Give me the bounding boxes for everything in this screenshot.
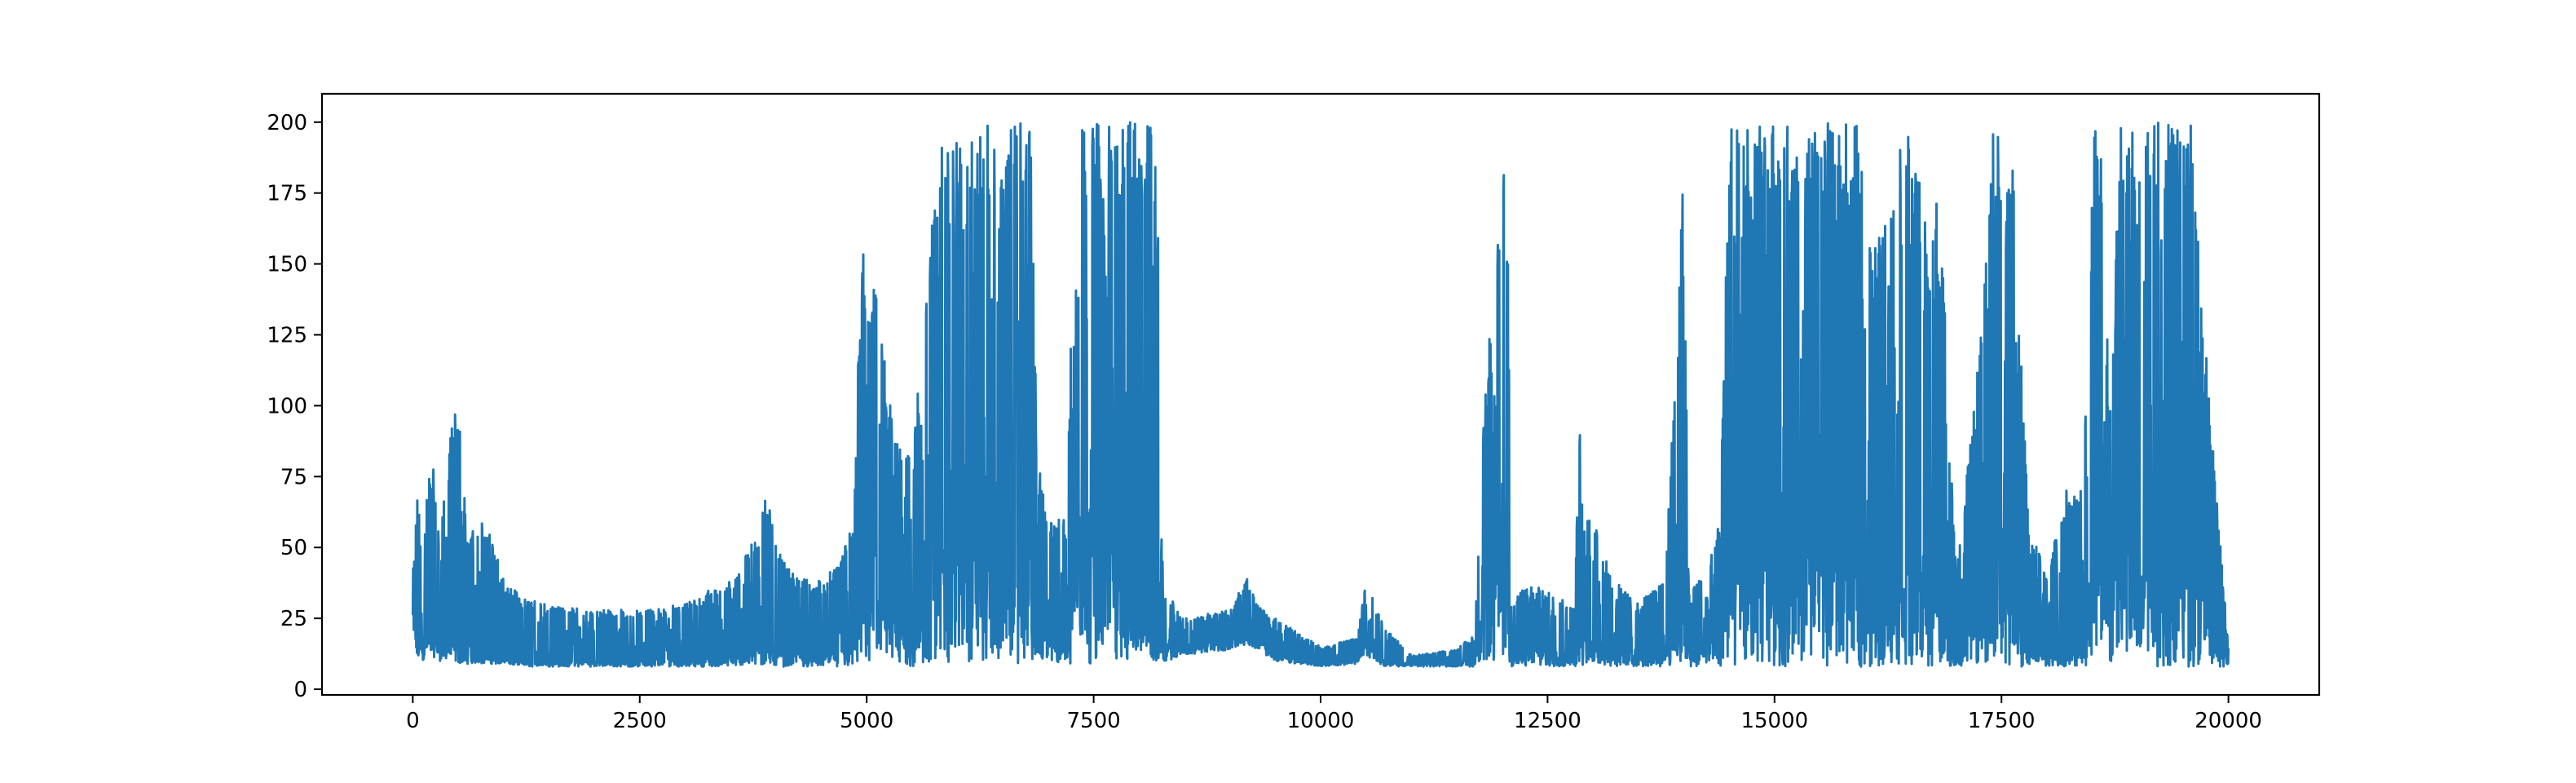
plot-area (411, 121, 2230, 668)
x-tick-label: 5000 (840, 709, 893, 733)
x-tick-label: 7500 (1067, 709, 1121, 733)
x-tick-label: 2500 (613, 709, 667, 733)
x-tick-label: 10000 (1287, 709, 1355, 733)
y-tick-label: 150 (267, 253, 307, 277)
y-tick-label: 125 (267, 323, 307, 347)
y-tick-label: 0 (293, 678, 307, 702)
x-tick-label: 12500 (1514, 709, 1581, 733)
y-tick-label: 200 (267, 111, 307, 135)
x-tick-label: 20000 (2194, 709, 2262, 733)
y-tick-label: 25 (280, 607, 307, 631)
y-tick-label: 50 (280, 536, 307, 560)
x-tick-label: 17500 (1968, 709, 2036, 733)
y-tick-label: 75 (280, 465, 307, 489)
series-line (411, 121, 2230, 668)
y-tick-label: 175 (267, 182, 307, 206)
y-tick-label: 100 (267, 394, 307, 418)
axes: 0 2500 5000 7500 10000 12500 15000 17500 20000 0 2… (267, 92, 2321, 733)
x-tick-label: 15000 (1740, 709, 1808, 733)
x-tick-label: 0 (406, 709, 420, 733)
